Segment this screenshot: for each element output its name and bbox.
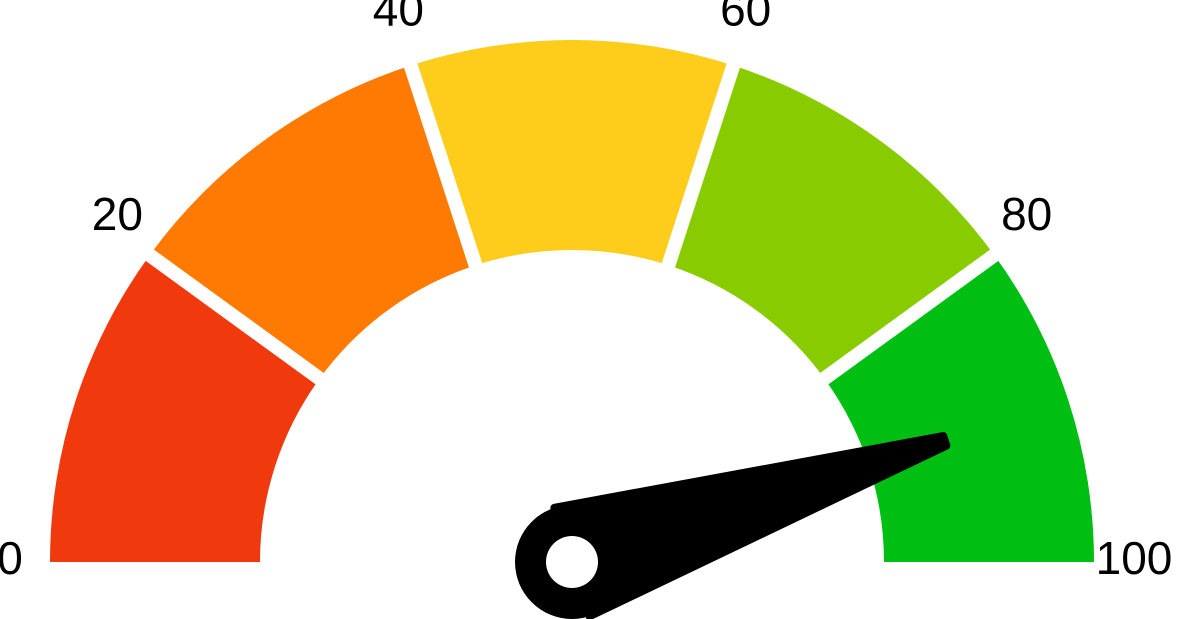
tick-label: 100 bbox=[1096, 532, 1173, 584]
band-separator bbox=[816, 246, 1003, 388]
tick-label: 20 bbox=[92, 188, 143, 240]
gauge-band bbox=[668, 65, 995, 379]
gauge-band bbox=[410, 39, 734, 266]
gauge-band bbox=[149, 65, 476, 379]
tick-label: 60 bbox=[720, 0, 771, 36]
band-separator bbox=[141, 246, 328, 388]
tick-label: 0 bbox=[0, 532, 23, 584]
tick-label: 80 bbox=[1001, 188, 1052, 240]
band-separator bbox=[660, 58, 742, 273]
band-separator bbox=[402, 58, 484, 273]
needle-hub-hole bbox=[546, 536, 598, 588]
tick-label: 40 bbox=[373, 0, 424, 36]
